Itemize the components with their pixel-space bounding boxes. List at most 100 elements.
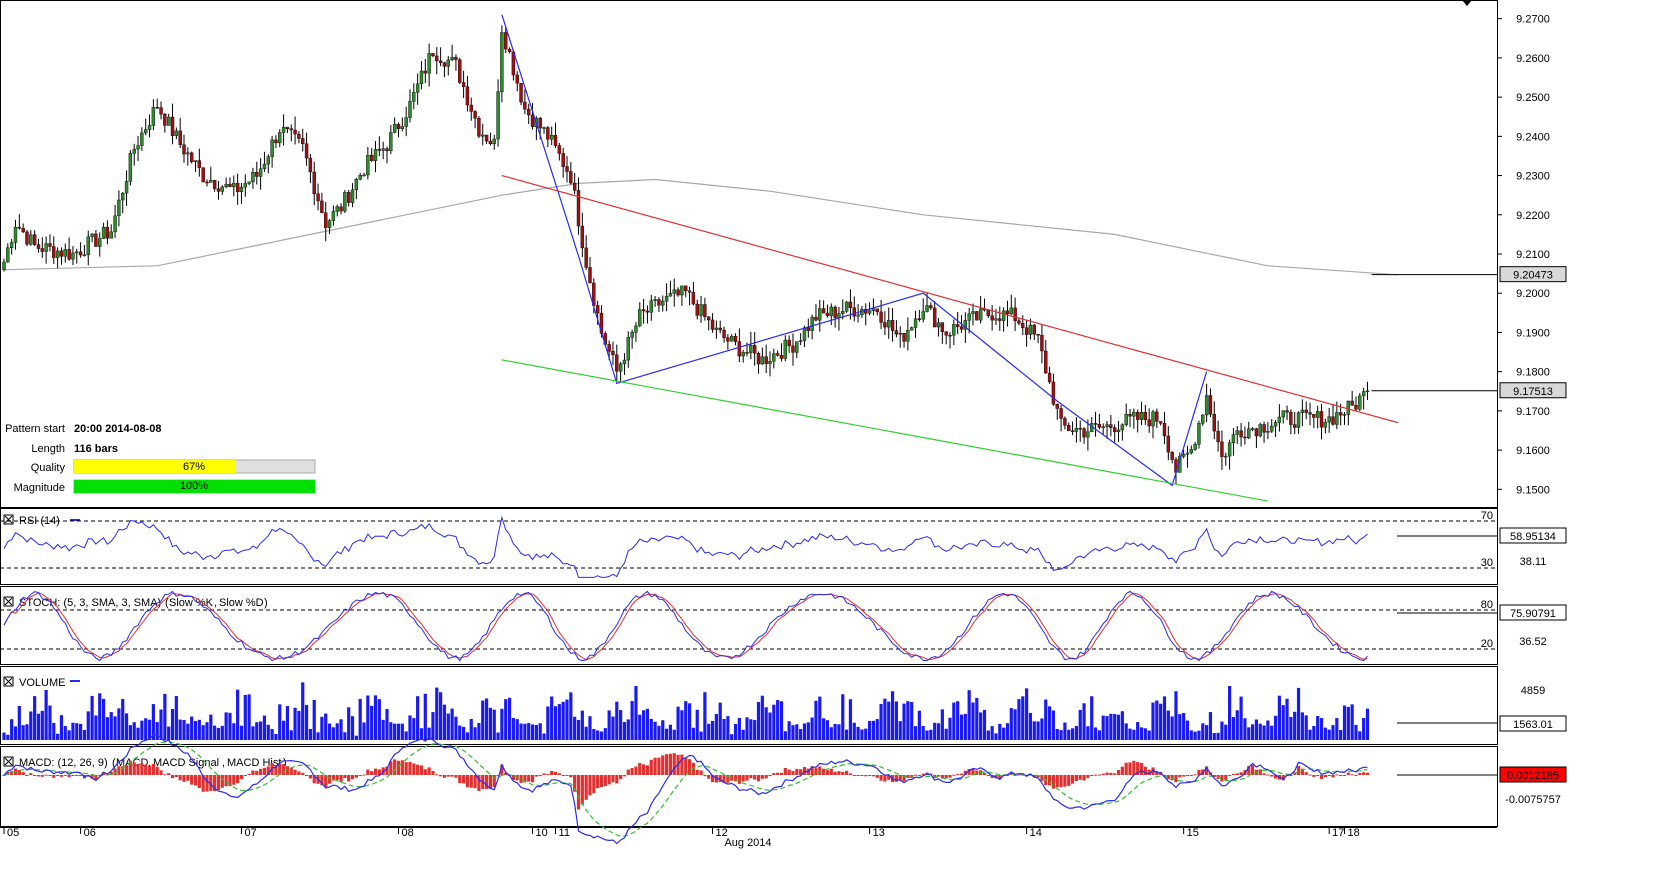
macd-hist-bar bbox=[737, 775, 741, 784]
candle bbox=[1315, 405, 1320, 429]
candle bbox=[155, 98, 159, 109]
volume-y-tick: 4859 bbox=[1521, 685, 1545, 697]
candle-body bbox=[798, 340, 803, 342]
candle-body bbox=[887, 320, 891, 328]
macd-hist-bar bbox=[404, 762, 408, 775]
candle-body bbox=[484, 134, 489, 142]
candle bbox=[1308, 402, 1312, 426]
candle-body bbox=[595, 305, 600, 314]
candle bbox=[1116, 420, 1121, 442]
macd-hist-bar bbox=[1273, 775, 1278, 779]
volume-bar bbox=[431, 712, 435, 740]
candle-body bbox=[481, 134, 485, 137]
volume-bar bbox=[350, 716, 355, 740]
macd-hist-bar bbox=[810, 766, 814, 775]
candle-body bbox=[611, 351, 615, 355]
volume-bar bbox=[373, 695, 378, 740]
volume-bar bbox=[707, 723, 711, 740]
macd-hist-bar bbox=[320, 775, 324, 786]
candle bbox=[936, 317, 941, 337]
candle bbox=[1090, 417, 1094, 433]
volume-bar bbox=[940, 709, 944, 740]
candle bbox=[354, 177, 359, 200]
macd-hist-bar bbox=[573, 775, 577, 792]
macd-hist-bar bbox=[1082, 775, 1086, 781]
volume-bar bbox=[1327, 729, 1331, 740]
collapse-arrow-icon[interactable] bbox=[1462, 0, 1472, 6]
candle bbox=[63, 243, 67, 263]
volume-bar bbox=[657, 725, 661, 740]
price-tick-label: 9.1600 bbox=[1516, 445, 1550, 457]
candle-body bbox=[894, 330, 899, 335]
candle-body bbox=[458, 59, 462, 83]
volume-bar bbox=[435, 687, 439, 740]
macd-hist-bar bbox=[1113, 773, 1117, 775]
macd-hist-bar bbox=[262, 767, 267, 775]
candle bbox=[1327, 407, 1331, 433]
macd-legend-close-paren: ) bbox=[283, 757, 287, 769]
macd-hist-bar bbox=[726, 775, 730, 783]
candle bbox=[530, 102, 535, 130]
volume-bar bbox=[236, 689, 240, 740]
candle bbox=[247, 181, 251, 186]
time-tick-label: 18 bbox=[1348, 827, 1360, 839]
macd-hist-bar bbox=[1281, 775, 1285, 781]
macd-hist-bar bbox=[274, 765, 278, 775]
macd-hist-bar bbox=[500, 764, 504, 775]
candle-body bbox=[170, 116, 175, 136]
candle bbox=[335, 204, 339, 217]
candle-body bbox=[1086, 431, 1090, 438]
macd-hist-bar bbox=[615, 775, 619, 784]
volume-bar bbox=[1166, 710, 1170, 740]
candle bbox=[262, 151, 267, 172]
macd-hist-bar bbox=[289, 767, 293, 775]
volume-bar bbox=[956, 701, 960, 740]
candle-body bbox=[155, 107, 159, 109]
volume-bar bbox=[550, 696, 554, 740]
candle-body bbox=[1044, 350, 1048, 374]
volume-bar bbox=[933, 722, 937, 740]
candle-body bbox=[1166, 435, 1171, 453]
candle bbox=[982, 298, 987, 312]
candle bbox=[944, 331, 948, 345]
macd-hist-bar bbox=[442, 775, 447, 778]
volume-bar bbox=[75, 723, 79, 740]
volume-bar bbox=[768, 712, 772, 740]
candle bbox=[1243, 426, 1247, 445]
candle-body bbox=[78, 251, 83, 256]
volume-bar bbox=[1151, 702, 1155, 740]
candle bbox=[611, 341, 615, 366]
candle bbox=[1181, 449, 1186, 459]
volume-bar bbox=[898, 721, 902, 740]
candle bbox=[1235, 426, 1239, 445]
volume-bar bbox=[144, 718, 148, 740]
volume-bar bbox=[622, 722, 627, 740]
candle bbox=[1040, 323, 1044, 364]
time-tick-label: 10 bbox=[536, 827, 548, 839]
candle-body bbox=[519, 82, 523, 103]
candle bbox=[775, 350, 780, 357]
candle-body bbox=[710, 319, 715, 330]
macd-panel: MACD: (12, 26, 9) ( MACD , MACD Signal ,… bbox=[2, 733, 1567, 845]
candle bbox=[932, 300, 937, 328]
stoch-close-cross-icon bbox=[4, 597, 13, 606]
candle-body bbox=[626, 336, 630, 361]
macd-hist-bar bbox=[239, 775, 244, 780]
volume-bar bbox=[1254, 719, 1259, 740]
candle bbox=[258, 158, 263, 190]
macd-hist-bar bbox=[592, 775, 596, 794]
macd-hist-bar bbox=[1070, 775, 1075, 784]
candle bbox=[2, 258, 6, 272]
candle bbox=[565, 156, 569, 183]
macd-hist-bar bbox=[1189, 775, 1193, 776]
candle bbox=[1304, 401, 1308, 420]
macd-hist-bar bbox=[1136, 762, 1140, 775]
candle-body bbox=[1181, 454, 1186, 457]
candle-body bbox=[278, 132, 282, 144]
time-tick-label: 13 bbox=[873, 827, 885, 839]
volume-bar bbox=[921, 726, 925, 740]
candle-body bbox=[630, 331, 634, 338]
candle bbox=[427, 43, 431, 87]
macd-hist-bar bbox=[90, 775, 94, 779]
candle-body bbox=[94, 233, 98, 247]
